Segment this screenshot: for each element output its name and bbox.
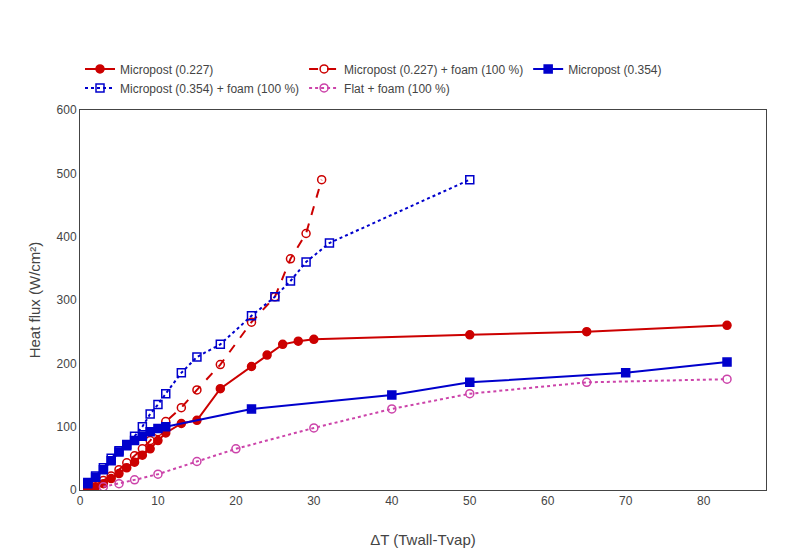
svg-text:Flat + foam (100 %): Flat + foam (100 %): [344, 82, 450, 96]
svg-text:0: 0: [70, 483, 77, 497]
svg-text:Micropost (0.354): Micropost (0.354): [568, 63, 661, 77]
svg-text:200: 200: [57, 357, 77, 371]
svg-text:Micropost (0.227): Micropost (0.227): [120, 63, 213, 77]
svg-text:70: 70: [619, 494, 633, 508]
svg-text:100: 100: [57, 420, 77, 434]
svg-text:30: 30: [307, 494, 321, 508]
svg-text:400: 400: [57, 230, 77, 244]
svg-text:Micropost (0.227) + foam (100: Micropost (0.227) + foam (100 %): [344, 63, 523, 77]
svg-text:Heat flux (W/cm²): Heat flux (W/cm²): [26, 242, 43, 359]
svg-text:50: 50: [463, 494, 477, 508]
svg-text:60: 60: [541, 494, 555, 508]
svg-text:ΔT (Twall-Tvap): ΔT (Twall-Tvap): [370, 531, 476, 548]
svg-text:40: 40: [385, 494, 399, 508]
svg-text:0: 0: [77, 494, 84, 508]
svg-text:80: 80: [697, 494, 711, 508]
svg-text:500: 500: [57, 167, 77, 181]
svg-text:600: 600: [57, 103, 77, 117]
svg-text:20: 20: [229, 494, 243, 508]
svg-text:300: 300: [57, 293, 77, 307]
svg-text:Micropost (0.354) + foam (100: Micropost (0.354) + foam (100 %): [120, 82, 299, 96]
svg-text:10: 10: [151, 494, 165, 508]
